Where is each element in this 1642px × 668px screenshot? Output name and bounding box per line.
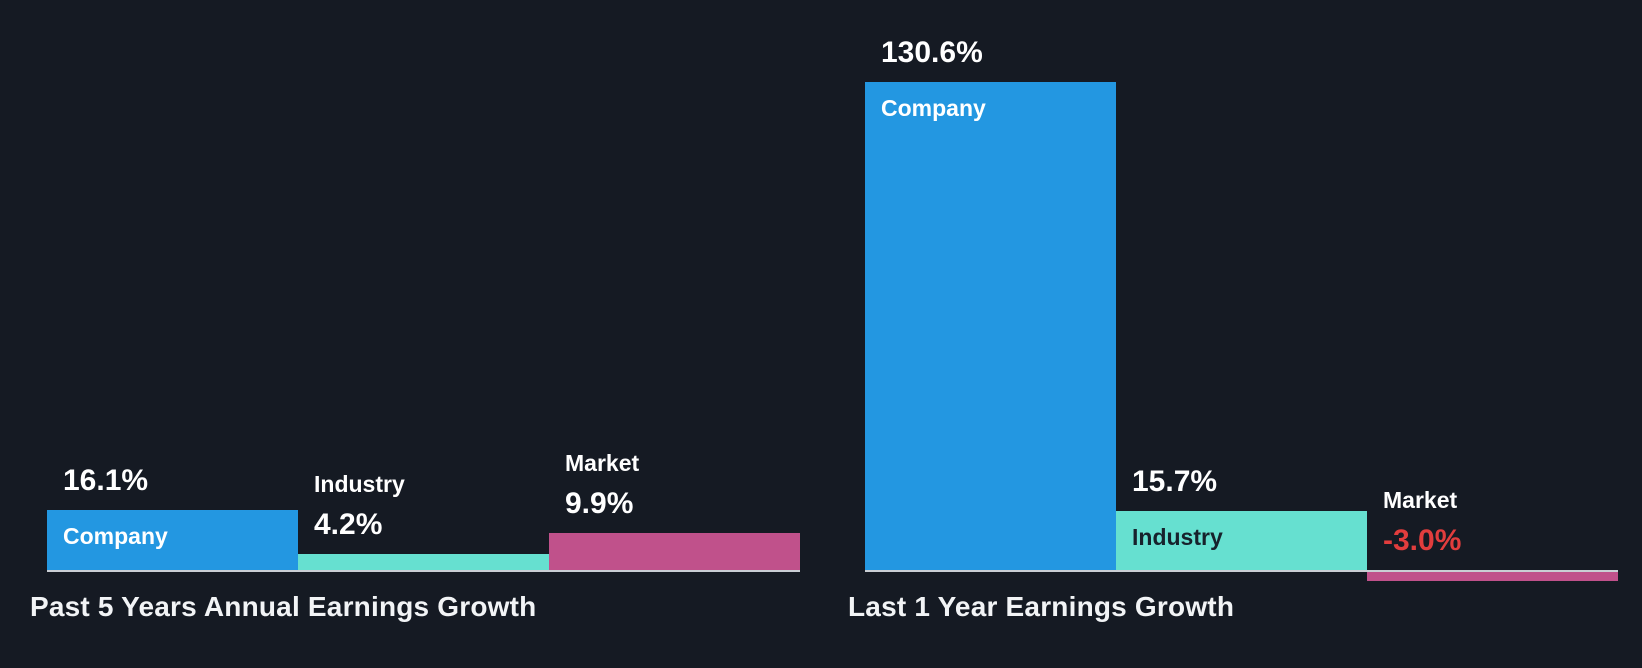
bar-industry [298, 554, 549, 570]
bar-market [549, 533, 800, 570]
bar-name-label: Market [565, 450, 640, 476]
bar-value-label: 9.9% [565, 487, 634, 520]
chart-title-past-5-years: Past 5 Years Annual Earnings Growth [30, 591, 537, 622]
baseline-axis [865, 570, 1618, 572]
bar-industry [1116, 511, 1367, 570]
chart-panel-last-1-year: 130.6% Company 15.7% Industry -3.0% Market La… [848, 0, 1618, 668]
bar-name-label: Market [1383, 487, 1458, 513]
bar-market [1367, 570, 1618, 581]
bar-chart-past-5-years: 16.1% Company 4.2% Industry 9.9% Market [47, 0, 800, 584]
bar-company [47, 510, 298, 570]
bar-name-label: Company [881, 95, 986, 121]
bar-value-label: 16.1% [63, 464, 149, 497]
bar-value-label: -3.0% [1383, 524, 1462, 557]
bar-value-label: 15.7% [1132, 465, 1218, 498]
chart-panel-past-5-years: 16.1% Company 4.2% Industry 9.9% Market Past … [30, 0, 800, 668]
baseline-axis [47, 570, 800, 572]
bar-name-label: Company [63, 523, 168, 549]
bar-chart-last-1-year: 130.6% Company 15.7% Industry -3.0% Market [865, 0, 1618, 584]
bar-value-label: 130.6% [881, 36, 983, 69]
bar-name-label: Industry [314, 471, 405, 497]
bar-name-label: Industry [1132, 524, 1223, 550]
bar-value-label: 4.2% [314, 508, 383, 541]
bar-company [865, 82, 1116, 570]
chart-title-last-1-year: Last 1 Year Earnings Growth [848, 591, 1235, 622]
